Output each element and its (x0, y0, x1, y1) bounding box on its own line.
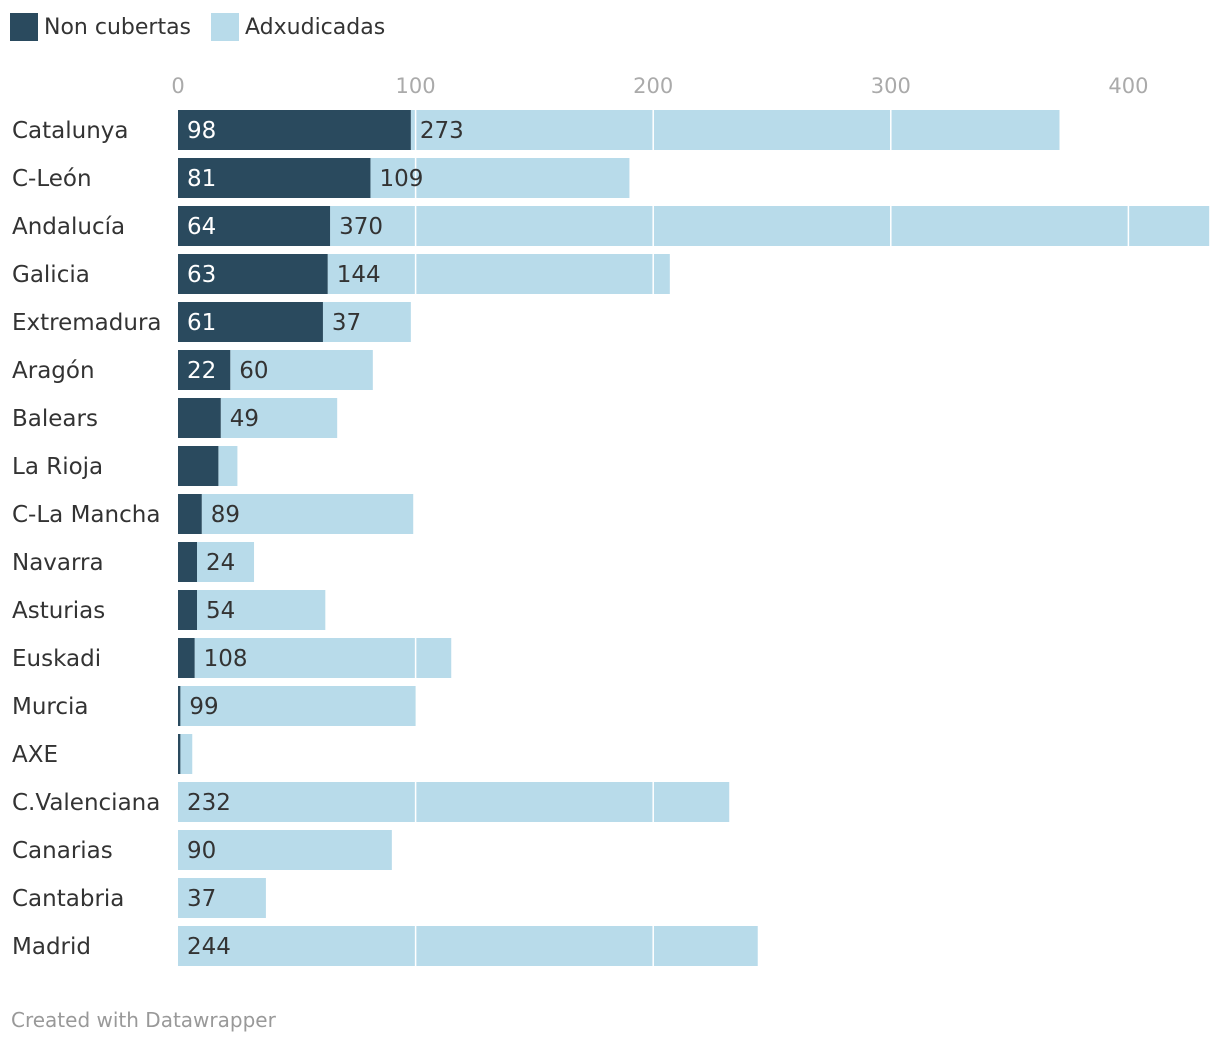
bar-non-cubertas-la-rioja (178, 446, 219, 486)
bar-non-cubertas-c-leon (178, 158, 371, 198)
value-label-adxudicadas-cantabria: 37 (187, 886, 216, 912)
legend-label-adxudicadas: Adxudicadas (245, 14, 386, 40)
category-label-canarias: Canarias (12, 838, 113, 864)
bar-adxudicadas-c-leon (370, 158, 630, 198)
bar-adxudicadas-cantabria (178, 878, 266, 918)
legend-item-adxudicadas: Adxudicadas (211, 13, 385, 41)
bar-non-cubertas-extremadura (178, 302, 323, 342)
value-label-adxudicadas-catalunya: 273 (420, 118, 464, 144)
value-label-non-cubertas-extremadura: 61 (187, 310, 216, 336)
bar-non-cubertas-galicia (178, 254, 328, 294)
x-tick-label: 400 (1108, 74, 1148, 98)
bar-adxudicadas-axe (180, 734, 193, 774)
value-label-non-cubertas-andalucia: 64 (187, 214, 216, 240)
legend-label-non-cubertas: Non cubertas (44, 14, 192, 40)
bar-non-cubertas-euskadi (178, 638, 195, 678)
x-tick-label: 0 (171, 74, 184, 98)
bar-non-cubertas-murcia (178, 686, 181, 726)
category-label-c-valenciana: C.Valenciana (12, 790, 160, 816)
bar-adxudicadas-euskadi (194, 638, 452, 678)
value-label-non-cubertas-aragon: 22 (187, 358, 216, 384)
bar-adxudicadas-balears (220, 398, 338, 438)
value-label-adxudicadas-c-leon: 109 (379, 166, 423, 192)
value-label-non-cubertas-galicia: 63 (187, 262, 216, 288)
value-label-adxudicadas-asturias: 54 (206, 598, 235, 624)
category-label-balears: Balears (12, 406, 98, 432)
bar-non-cubertas-balears (178, 398, 221, 438)
value-label-adxudicadas-aragon: 60 (239, 358, 268, 384)
bar-non-cubertas-axe (178, 734, 181, 774)
bar-adxudicadas-galicia (327, 254, 670, 294)
bar-adxudicadas-canarias (178, 830, 392, 870)
bar-non-cubertas-catalunya (178, 110, 411, 150)
category-label-cantabria: Cantabria (12, 886, 124, 912)
category-label-extremadura: Extremadura (12, 310, 162, 336)
value-label-adxudicadas-c-valenciana: 232 (187, 790, 231, 816)
category-label-murcia: Murcia (12, 694, 89, 720)
category-label-c-la-mancha: C-La Mancha (12, 502, 160, 528)
value-label-adxudicadas-balears: 49 (230, 406, 259, 432)
bar-non-cubertas-asturias (178, 590, 198, 630)
stacked-bar-chart: 0 100 200 300 400 Catalunya 98 273 C-León 81 109 An… (12, 74, 1210, 966)
bar-adxudicadas-madrid (178, 926, 758, 966)
bar-adxudicadas-c-la-mancha (201, 494, 414, 534)
bar-adxudicadas-c-valenciana (178, 782, 730, 822)
category-label-axe: AXE (12, 742, 58, 768)
bar-adxudicadas-andalucia (330, 206, 1210, 246)
category-label-euskadi: Euskadi (12, 646, 101, 672)
category-label-c-leon: C-León (12, 166, 92, 192)
value-label-non-cubertas-catalunya: 98 (187, 118, 216, 144)
value-label-adxudicadas-extremadura: 37 (332, 310, 361, 336)
x-tick-label: 300 (871, 74, 911, 98)
value-label-adxudicadas-canarias: 90 (187, 838, 216, 864)
value-label-adxudicadas-murcia: 99 (189, 694, 218, 720)
category-label-asturias: Asturias (12, 598, 105, 624)
category-label-aragon: Aragón (12, 358, 95, 384)
category-label-la-rioja: La Rioja (12, 454, 103, 480)
bar-non-cubertas-aragon (178, 350, 231, 390)
value-label-adxudicadas-c-la-mancha: 89 (211, 502, 240, 528)
category-label-navarra: Navarra (12, 550, 104, 576)
bar-adxudicadas-extremadura (322, 302, 411, 342)
value-label-adxudicadas-madrid: 244 (187, 934, 231, 960)
bar-adxudicadas-aragon (230, 350, 373, 390)
value-label-adxudicadas-navarra: 24 (206, 550, 235, 576)
category-label-andalucia: Andalucía (12, 214, 125, 240)
category-label-madrid: Madrid (12, 934, 91, 960)
category-label-galicia: Galicia (12, 262, 90, 288)
value-label-adxudicadas-andalucia: 370 (339, 214, 383, 240)
bar-non-cubertas-andalucia (178, 206, 331, 246)
bar-adxudicadas-asturias (197, 590, 326, 630)
legend-swatch-adxudicadas (211, 13, 240, 41)
x-tick-label: 100 (396, 74, 436, 98)
value-label-non-cubertas-c-leon: 81 (187, 166, 216, 192)
footer-credit: Created with Datawrapper (11, 1008, 276, 1032)
bar-non-cubertas-navarra (178, 542, 198, 582)
bar-non-cubertas-c-la-mancha (178, 494, 202, 534)
x-tick-label: 200 (633, 74, 673, 98)
bar-adxudicadas-navarra (197, 542, 255, 582)
bar-adxudicadas-murcia (180, 686, 416, 726)
value-label-adxudicadas-galicia: 144 (337, 262, 381, 288)
bar-adxudicadas-catalunya (410, 110, 1060, 150)
category-label-catalunya: Catalunya (12, 118, 129, 144)
bar-adxudicadas-la-rioja (218, 446, 238, 486)
legend-swatch-non-cubertas (10, 13, 38, 41)
legend: Non cubertas Adxudicadas (10, 11, 405, 43)
legend-item-non-cubertas: Non cubertas (10, 13, 191, 41)
value-label-adxudicadas-euskadi: 108 (204, 646, 248, 672)
